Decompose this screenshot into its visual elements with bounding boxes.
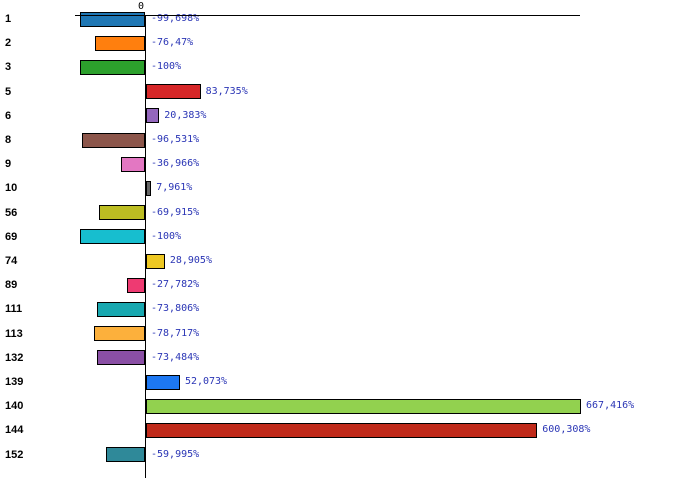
bar	[146, 253, 165, 269]
bar	[146, 374, 180, 390]
category-label: 69	[5, 230, 18, 243]
value-label: -78,717%	[151, 327, 200, 339]
value-label: -59,995%	[151, 448, 200, 460]
bar	[97, 350, 145, 366]
category-label: 111	[5, 303, 23, 316]
x-axis-line	[75, 15, 580, 16]
bar	[105, 447, 145, 463]
value-label: -73,806%	[151, 303, 200, 315]
value-label: 600,308%	[542, 424, 591, 436]
category-label: 6	[5, 109, 12, 122]
category-label: 3	[5, 61, 12, 74]
bar	[80, 11, 145, 27]
value-label: 667,416%	[586, 400, 635, 412]
category-label: 56	[5, 206, 18, 219]
bar	[79, 229, 145, 245]
category-label: 2	[5, 37, 12, 50]
value-label: 83,735%	[205, 85, 248, 97]
value-label: -100%	[151, 230, 182, 242]
value-label: -69,915%	[151, 206, 200, 218]
bar	[146, 108, 160, 124]
category-label: 8	[5, 134, 12, 146]
category-label: 144	[5, 424, 24, 437]
value-label: -76,47%	[151, 37, 194, 49]
category-label: 89	[5, 279, 18, 292]
value-label: 20,383%	[164, 109, 207, 121]
category-label: 74	[5, 255, 18, 267]
bar	[146, 180, 152, 196]
category-label: 152	[5, 448, 24, 461]
bar	[82, 132, 145, 148]
value-label: 28,905%	[169, 255, 212, 266]
bar	[96, 301, 145, 317]
bar	[146, 422, 538, 438]
bar	[120, 156, 145, 172]
bar	[79, 59, 145, 75]
value-label: -27,782%	[151, 279, 200, 291]
bar	[99, 205, 145, 221]
category-label: 9	[5, 158, 12, 171]
value-label: -36,966%	[151, 158, 200, 170]
bar	[95, 35, 145, 51]
bar	[146, 84, 201, 100]
x-axis-zero-tick-label: 0	[138, 1, 145, 12]
bar	[93, 326, 145, 342]
category-label: 113	[5, 327, 23, 340]
bar	[126, 277, 145, 293]
value-label: -96,531%	[151, 134, 200, 145]
category-label: 132	[5, 351, 24, 364]
category-label: 140	[5, 400, 24, 413]
value-label: 52,073%	[184, 376, 228, 387]
bar	[146, 398, 582, 414]
zero-baseline	[145, 15, 146, 478]
category-label: 5	[5, 85, 12, 98]
value-label: -99,698%	[151, 13, 200, 24]
value-label: -100%	[151, 61, 182, 73]
value-label: -73,484%	[151, 351, 200, 363]
category-label: 1	[5, 13, 12, 25]
value-label: 7,961%	[156, 182, 193, 194]
category-label: 139	[5, 376, 24, 388]
category-label: 10	[5, 182, 18, 195]
